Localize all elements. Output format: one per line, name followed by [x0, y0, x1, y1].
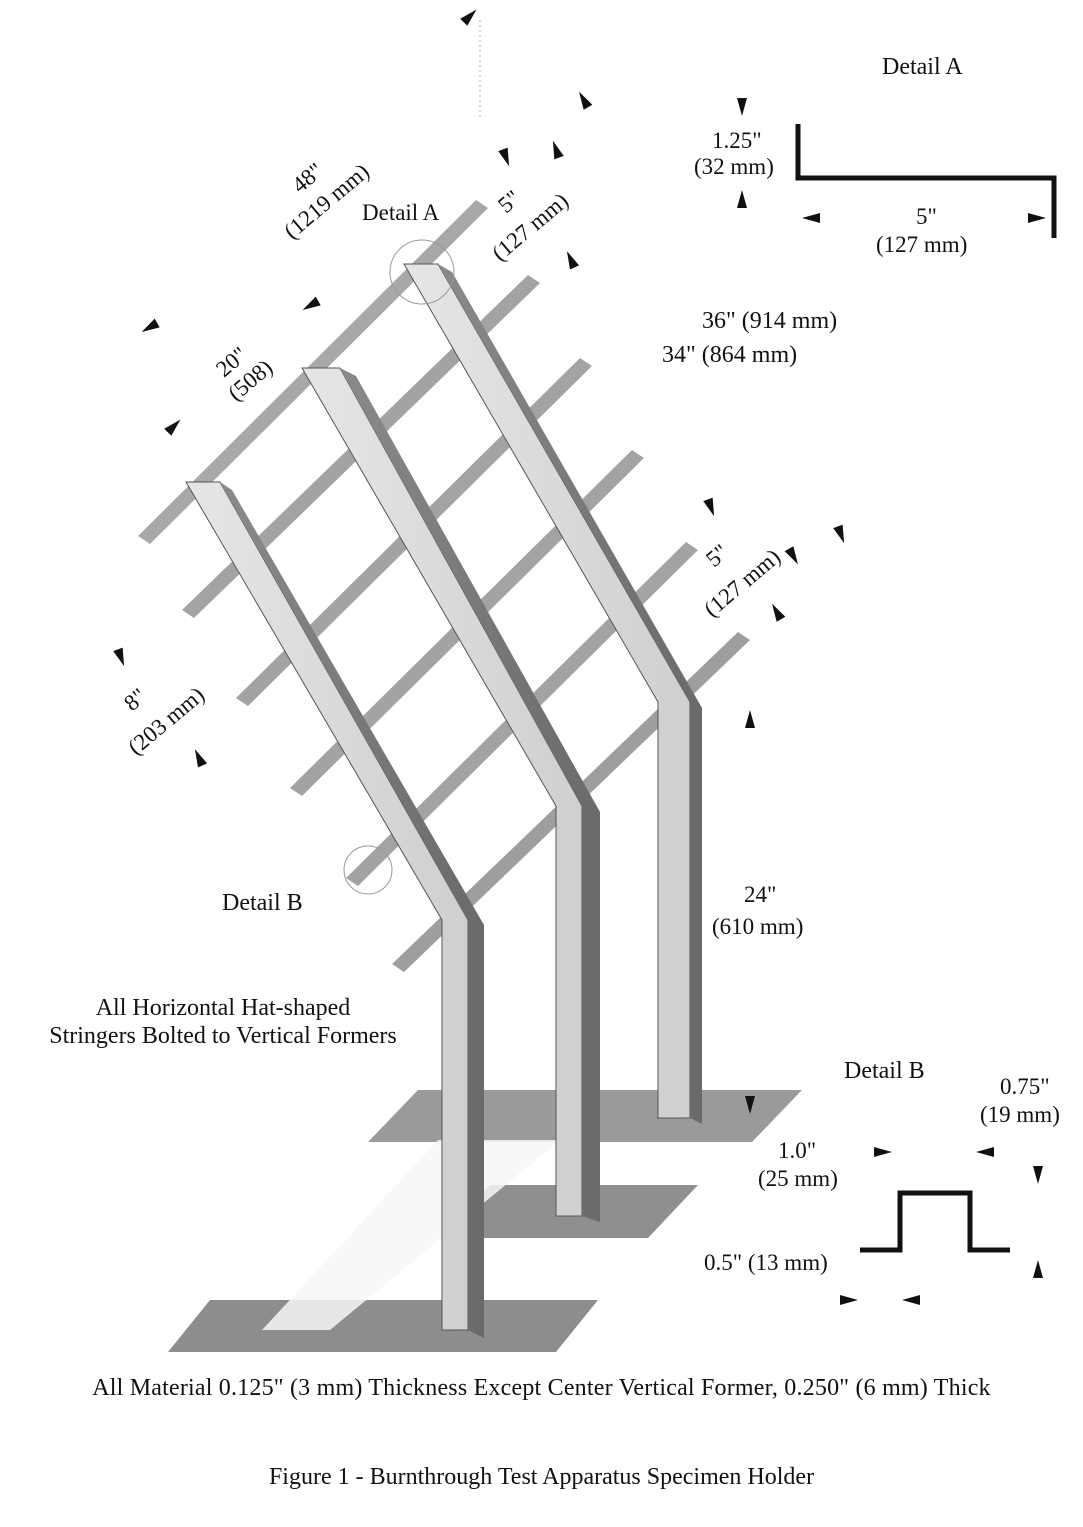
detail-b-section: Detail B 0.75" (19 mm) 1.0" (25 mm) 0.5"…: [704, 1058, 1060, 1275]
vertical-formers: [185, 263, 702, 1338]
arrowhead: [874, 1147, 892, 1157]
base-plate-front-highlight: [262, 1140, 560, 1330]
detail-b-profile: [860, 1190, 1010, 1253]
arrowhead: [194, 749, 208, 768]
arrowhead: [784, 546, 798, 565]
arrowhead: [745, 710, 755, 728]
arrowhead: [772, 603, 786, 622]
arrowhead: [460, 9, 477, 26]
dim-8-in: 8": [119, 683, 151, 716]
arrowhead: [802, 213, 820, 223]
arrowhead: [552, 140, 564, 160]
former-center: [301, 367, 600, 1222]
detail-b-height-in: 0.75": [1000, 1074, 1050, 1099]
stringers-note-line2: Stringers Bolted to Vertical Formers: [49, 1023, 397, 1049]
detail-a-profile: [795, 124, 1057, 238]
dim-5-top-in: 5": [493, 185, 525, 218]
arrowhead: [976, 1147, 994, 1157]
dim-36: 36" (914 mm): [702, 308, 837, 334]
arrowhead: [113, 647, 125, 667]
detail-a-section: Detail A 1.25" (32 mm) 5" (127 mm): [694, 54, 1057, 257]
detail-a-title: Detail A: [882, 54, 963, 80]
arrowhead: [1028, 213, 1046, 223]
detail-b-title: Detail B: [844, 1058, 925, 1084]
detail-b-top-mm: (25 mm): [758, 1166, 838, 1191]
arrowhead: [902, 1295, 920, 1305]
material-note: All Material 0.125" (3 mm) Thickness Exc…: [92, 1375, 991, 1401]
arrowhead: [840, 1295, 858, 1305]
arrowhead: [164, 419, 181, 436]
arrowhead: [703, 497, 715, 517]
dim-24-in: 24": [744, 882, 776, 907]
arrowhead: [579, 91, 593, 110]
stringers-note-line1: All Horizontal Hat-shaped: [95, 995, 351, 1021]
arrowhead: [737, 190, 747, 208]
detail-a-marker: Detail A: [362, 200, 440, 225]
figure-caption: Figure 1 - Burnthrough Test Apparatus Sp…: [268, 1464, 815, 1490]
former-right: [403, 263, 702, 1124]
dim-48-mm: (1219 mm): [279, 159, 374, 244]
dimension-arrows: [113, 9, 1046, 1305]
arrowhead: [737, 98, 747, 116]
detail-b-height-mm: (19 mm): [980, 1102, 1060, 1127]
arrowhead: [141, 318, 160, 332]
detail-b-flange: 0.5" (13 mm): [704, 1250, 828, 1275]
arrowhead: [302, 296, 321, 310]
dim-34: 34" (864 mm): [662, 342, 797, 368]
detail-b-top-in: 1.0": [778, 1138, 816, 1163]
arrowhead: [745, 1096, 755, 1114]
detail-a-height-mm: (32 mm): [694, 154, 774, 179]
dim-5-mid-in: 5": [701, 539, 733, 572]
base-plate-front: [168, 1300, 598, 1352]
arrowhead: [1033, 1166, 1043, 1184]
detail-a-height-in: 1.25": [712, 128, 762, 153]
detail-b-callout-circle: [343, 845, 393, 895]
dim-24-mm: (610 mm): [712, 914, 803, 939]
arrowhead: [566, 251, 580, 270]
detail-a-width-mm: (127 mm): [876, 232, 967, 257]
arrowhead: [833, 524, 845, 544]
arrowhead: [1033, 1260, 1043, 1278]
detail-a-callout-circle: [389, 239, 455, 305]
stringers-note: All Horizontal Hat-shaped Stringers Bolt…: [8, 994, 438, 1050]
former-left: [185, 481, 484, 1338]
detail-a-width-in: 5": [916, 204, 937, 229]
arrowhead: [498, 147, 510, 167]
detail-b-marker: Detail B: [222, 890, 303, 916]
base-plates: [168, 1090, 802, 1352]
